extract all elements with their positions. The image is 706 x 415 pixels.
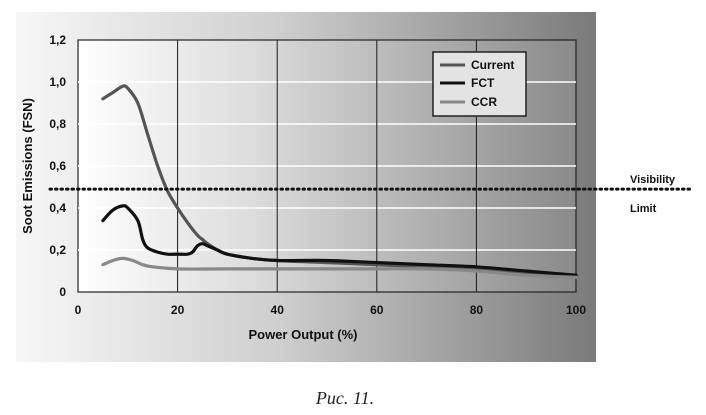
- series-line-ccr: [101, 256, 578, 279]
- y-tick-label: 0,2: [49, 243, 66, 257]
- x-tick-label: 40: [271, 303, 285, 317]
- visibility-limit-label-line1: Visibility: [630, 174, 676, 186]
- x-tick-label: 0: [75, 303, 82, 317]
- visibility-limit-label-line2: Limit: [630, 203, 657, 215]
- y-tick-labels: 0 0,2 0,4 0,6 0,8 1,0 1,2: [49, 33, 66, 299]
- y-tick-label: 1,2: [49, 33, 66, 47]
- legend-label-current: Current: [471, 58, 514, 72]
- series-line-fct: [101, 204, 578, 277]
- x-tick-label: 80: [470, 303, 484, 317]
- y-tick-label: 0,6: [49, 159, 66, 173]
- figure-caption: Рис. 11.: [315, 388, 374, 408]
- gridlines: [78, 40, 576, 292]
- y-tick-label: 1,0: [49, 75, 66, 89]
- y-tick-label: 0: [59, 285, 66, 299]
- x-tick-label: 100: [566, 303, 586, 317]
- legend-label-fct: FCT: [471, 76, 495, 90]
- y-tick-label: 0,4: [49, 201, 66, 215]
- legend-label-ccr: CCR: [471, 95, 497, 109]
- y-tick-label: 0,8: [49, 117, 66, 131]
- x-tick-label: 60: [370, 303, 384, 317]
- y-axis-title: Soot Emissions (FSN): [20, 98, 35, 234]
- x-tick-label: 20: [171, 303, 185, 317]
- series-line-current: [101, 84, 578, 279]
- x-axis-title: Power Output (%): [248, 327, 357, 342]
- x-tick-labels: 0 20 40 60 80 100: [75, 303, 587, 317]
- legend: Current FCT CCR: [432, 51, 527, 117]
- series-lines: [101, 84, 578, 279]
